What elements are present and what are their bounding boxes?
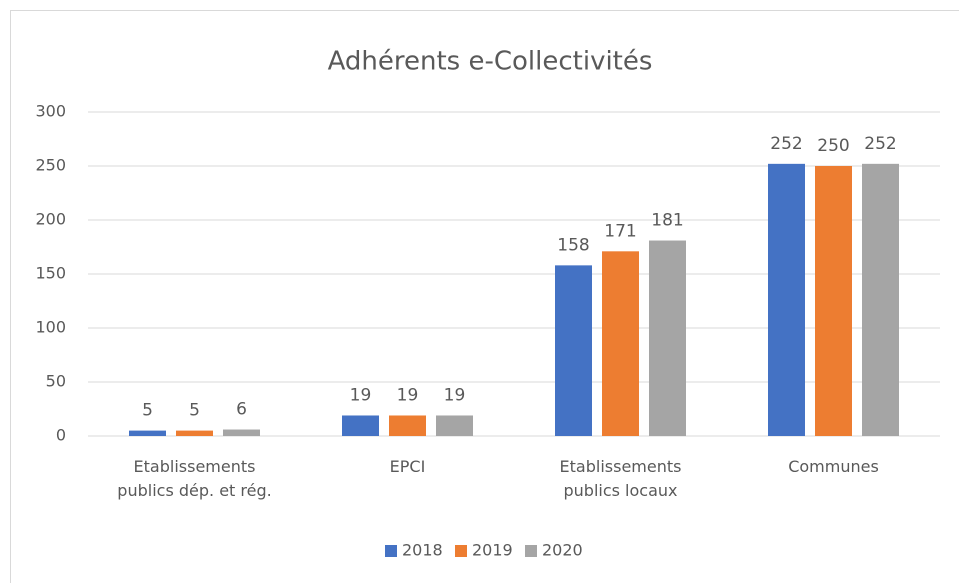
data-label: 19 <box>444 385 466 405</box>
x-tick-label: Etablissements publics dép. et rég. <box>117 457 272 500</box>
x-tick-label: Communes <box>788 457 879 476</box>
bar <box>342 415 379 436</box>
bar <box>555 265 592 436</box>
bar <box>649 240 686 436</box>
data-label: 19 <box>350 385 372 405</box>
legend-swatch <box>385 545 397 557</box>
bar <box>223 429 260 436</box>
x-tick-label: EPCI <box>389 457 426 476</box>
data-label: 171 <box>604 221 636 241</box>
bar <box>436 415 473 436</box>
bar <box>176 430 213 436</box>
data-label: 181 <box>651 211 683 231</box>
legend-label: 2018 <box>402 541 443 560</box>
bar <box>389 415 426 436</box>
y-tick-label: 50 <box>46 372 66 391</box>
y-tick-label: 100 <box>35 318 66 337</box>
y-tick-label: 300 <box>35 102 66 121</box>
bar <box>862 163 899 436</box>
y-tick-label: 200 <box>35 210 66 229</box>
bar <box>129 430 166 436</box>
data-label: 252 <box>864 134 896 154</box>
x-tick-label: Etablissements publics locaux <box>559 457 682 500</box>
data-label: 252 <box>770 134 802 154</box>
bar <box>768 163 805 436</box>
data-label: 158 <box>557 235 589 255</box>
legend-label: 2019 <box>472 541 513 560</box>
legend-label: 2020 <box>542 541 583 560</box>
bar <box>602 251 639 436</box>
legend-swatch <box>525 545 537 557</box>
y-tick-label: 150 <box>35 264 66 283</box>
data-label: 6 <box>236 400 247 420</box>
bar <box>815 166 852 436</box>
data-label: 250 <box>817 136 849 156</box>
data-label: 5 <box>142 401 153 421</box>
y-tick-label: 0 <box>56 426 66 445</box>
data-label: 19 <box>397 385 419 405</box>
data-label: 5 <box>189 401 200 421</box>
chart-title: Adhérents e-Collectivités <box>328 47 653 77</box>
y-tick-label: 250 <box>35 156 66 175</box>
legend-swatch <box>455 545 467 557</box>
